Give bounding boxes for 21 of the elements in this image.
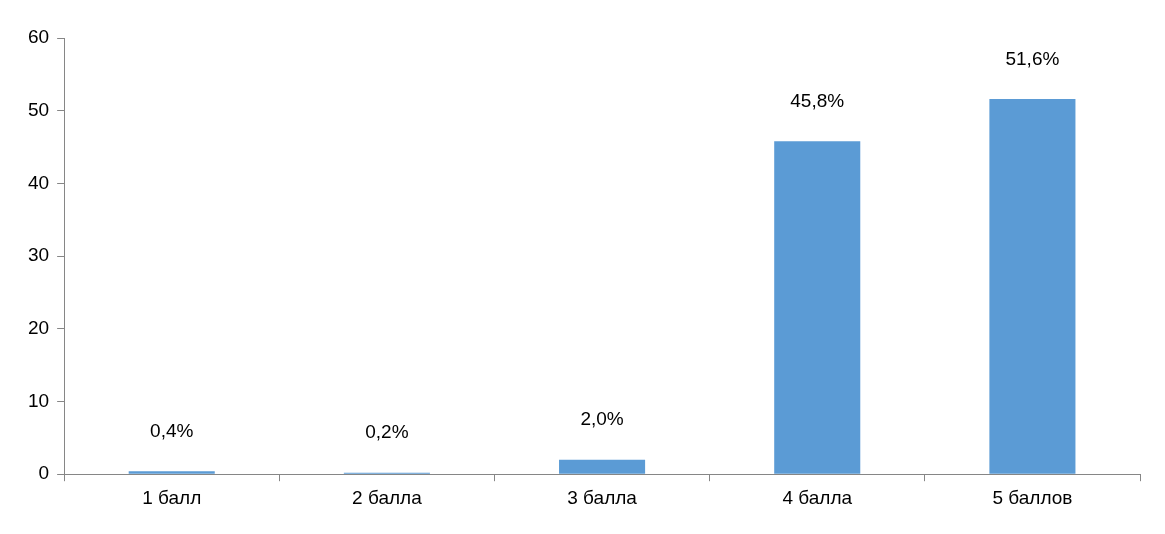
y-tick-label: 30 bbox=[27, 244, 50, 266]
x-tick-label: 5 баллов bbox=[992, 486, 1073, 508]
data-label: 0,2% bbox=[365, 421, 409, 443]
data-label: 2,0% bbox=[580, 408, 624, 430]
data-label: 51,6% bbox=[1005, 47, 1060, 69]
y-tick-label: 10 bbox=[27, 389, 50, 411]
y-tick-label: 60 bbox=[27, 26, 50, 48]
y-tick-label: 50 bbox=[27, 98, 50, 120]
x-tick-label: 3 балла bbox=[567, 486, 638, 508]
data-label: 45,8% bbox=[790, 89, 845, 111]
bar bbox=[989, 99, 1076, 474]
bar bbox=[128, 471, 215, 474]
y-tick-label: 0 bbox=[38, 462, 50, 484]
y-tick-label: 40 bbox=[27, 171, 50, 193]
x-tick-label: 2 балла bbox=[352, 486, 423, 508]
y-tick-label: 20 bbox=[27, 317, 50, 339]
data-label: 0,4% bbox=[150, 420, 194, 442]
x-tick-label: 1 балл bbox=[142, 486, 202, 508]
bar bbox=[559, 459, 646, 474]
bar bbox=[774, 141, 861, 474]
x-tick-label: 4 балла bbox=[782, 486, 853, 508]
